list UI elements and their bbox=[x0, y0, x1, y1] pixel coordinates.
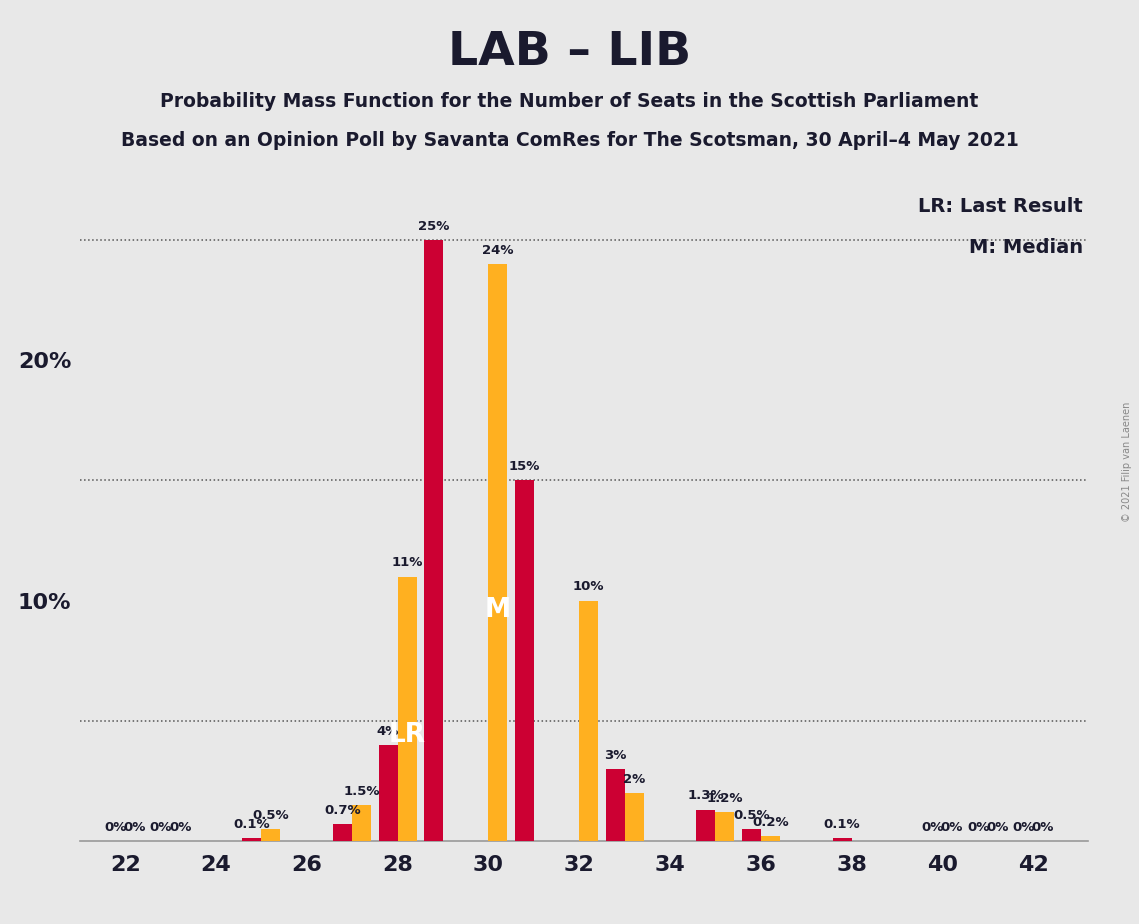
Text: 0.5%: 0.5% bbox=[253, 808, 289, 821]
Bar bbox=[624, 793, 644, 841]
Text: 4%: 4% bbox=[377, 724, 400, 737]
Bar bbox=[333, 824, 352, 841]
Text: M: M bbox=[485, 597, 511, 623]
Bar bbox=[378, 745, 398, 841]
Text: 0.2%: 0.2% bbox=[752, 816, 788, 829]
Text: 1.5%: 1.5% bbox=[344, 784, 380, 797]
Text: 1.2%: 1.2% bbox=[706, 792, 744, 805]
Bar bbox=[761, 836, 780, 841]
Bar bbox=[580, 601, 598, 841]
Text: M: Median: M: Median bbox=[968, 238, 1083, 257]
Text: 0%: 0% bbox=[1013, 821, 1035, 833]
Bar bbox=[606, 769, 624, 841]
Bar bbox=[715, 812, 735, 841]
Text: 0.5%: 0.5% bbox=[734, 808, 770, 821]
Text: 11%: 11% bbox=[392, 556, 423, 569]
Bar bbox=[261, 829, 280, 841]
Bar bbox=[398, 577, 417, 841]
Text: 0.1%: 0.1% bbox=[823, 819, 860, 832]
Bar bbox=[696, 809, 715, 841]
Bar bbox=[243, 838, 261, 841]
Text: 15%: 15% bbox=[509, 460, 540, 473]
Text: 0%: 0% bbox=[921, 821, 944, 833]
Text: 25%: 25% bbox=[418, 220, 449, 233]
Text: 10%: 10% bbox=[573, 580, 605, 593]
Bar bbox=[833, 838, 852, 841]
Text: 0.1%: 0.1% bbox=[233, 819, 270, 832]
Text: 0%: 0% bbox=[967, 821, 990, 833]
Text: 0%: 0% bbox=[105, 821, 126, 833]
Text: Probability Mass Function for the Number of Seats in the Scottish Parliament: Probability Mass Function for the Number… bbox=[161, 92, 978, 112]
Text: 0%: 0% bbox=[169, 821, 191, 833]
Text: LR: Last Result: LR: Last Result bbox=[918, 197, 1083, 215]
Text: 24%: 24% bbox=[482, 244, 514, 257]
Bar bbox=[515, 480, 534, 841]
Text: © 2021 Filip van Laenen: © 2021 Filip van Laenen bbox=[1122, 402, 1132, 522]
Text: Based on an Opinion Poll by Savanta ComRes for The Scotsman, 30 April–4 May 2021: Based on an Opinion Poll by Savanta ComR… bbox=[121, 131, 1018, 151]
Text: 0%: 0% bbox=[986, 821, 1008, 833]
Bar bbox=[424, 240, 443, 841]
Text: 0%: 0% bbox=[123, 821, 146, 833]
Text: LAB – LIB: LAB – LIB bbox=[448, 30, 691, 75]
Text: 0%: 0% bbox=[150, 821, 172, 833]
Text: 3%: 3% bbox=[604, 748, 626, 761]
Text: 2%: 2% bbox=[623, 772, 646, 785]
Text: 1.3%: 1.3% bbox=[688, 789, 724, 802]
Text: 0.7%: 0.7% bbox=[325, 804, 361, 817]
Bar bbox=[489, 264, 508, 841]
Bar bbox=[741, 829, 761, 841]
Bar bbox=[352, 805, 371, 841]
Text: LR: LR bbox=[388, 723, 426, 748]
Text: 0%: 0% bbox=[941, 821, 964, 833]
Text: 0%: 0% bbox=[1032, 821, 1054, 833]
